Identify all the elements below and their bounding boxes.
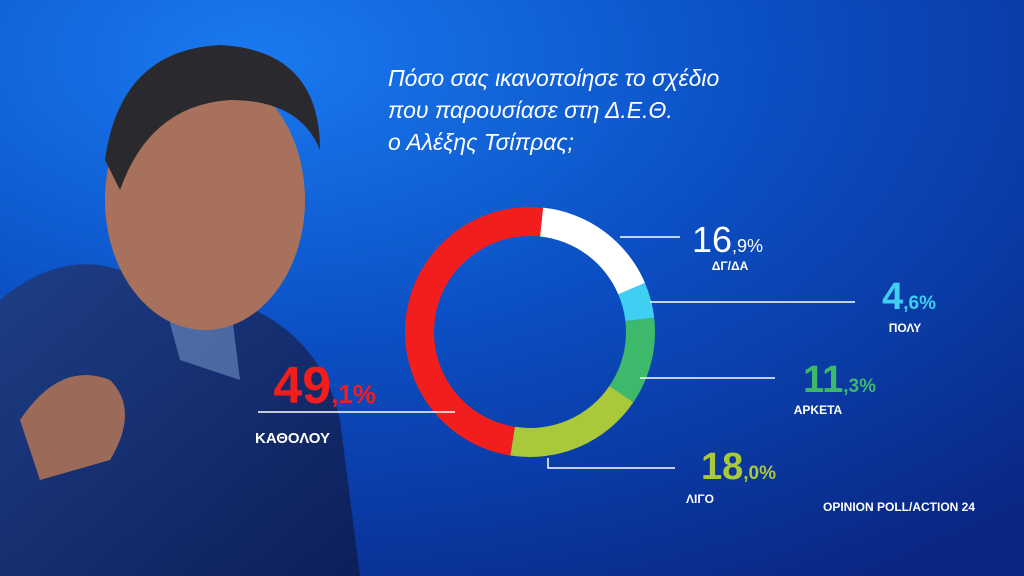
data-label: 16,9%: [692, 219, 763, 260]
source: OPINION POLL/ACTION 24: [823, 500, 975, 514]
category-label: ΑΡΚΕΤΑ: [794, 403, 843, 417]
title-line: που παρουσίασε στη Δ.Ε.Θ.: [388, 97, 673, 123]
title: Πόσο σας ικανοποίησε το σχέδιο που παρουσ…: [388, 65, 719, 155]
category-label: ΚΑΘΟΛΟΥ: [255, 430, 330, 447]
category-label: ΛΙΓΟ: [686, 492, 714, 506]
donut-segment: [510, 385, 634, 457]
donut-segment: [404, 206, 544, 456]
donut: 16,9%ΔΓ/ΔΑ 4,6% ΠΟΛΥ 11,3% ΑΡΚΕΤΑ 18,0% ΛΙΓΟ 49…: [255, 206, 936, 506]
title-line: ο Αλέξης Τσίπρας;: [388, 129, 574, 155]
data-label: 11,3%: [803, 359, 876, 401]
data-label: 4,6%: [882, 276, 936, 318]
donut-segment: [609, 317, 656, 403]
leader-line: [547, 458, 675, 469]
donut-segment: [618, 282, 655, 322]
donut-segment: [540, 207, 645, 295]
category-label: ΔΓ/ΔΑ: [712, 259, 749, 273]
category-label: ΠΟΛΥ: [889, 321, 922, 335]
photo: [0, 45, 360, 576]
title-line: Πόσο σας ικανοποίησε το σχέδιο: [388, 65, 719, 91]
data-label: 49,1%: [273, 357, 376, 415]
data-label: 18,0%: [701, 446, 776, 488]
